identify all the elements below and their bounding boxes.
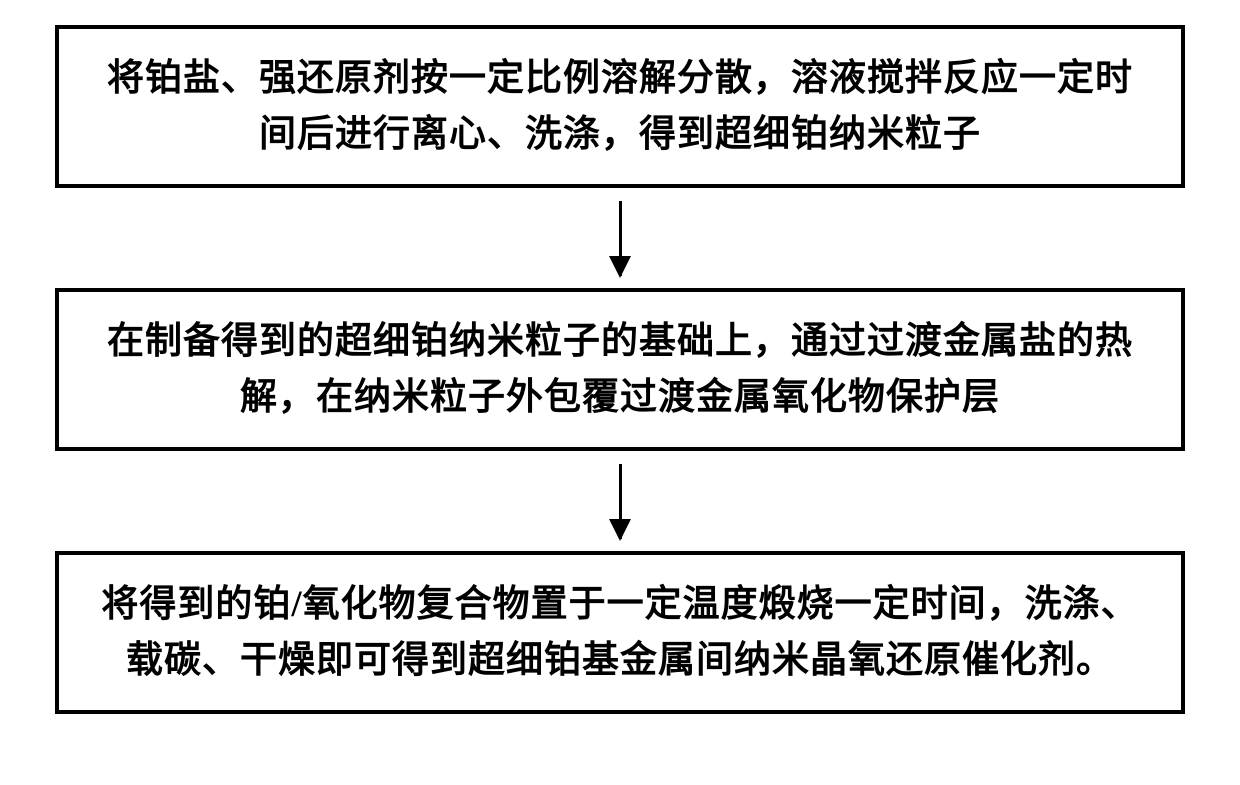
step-text-3: 将得到的铂/氧化物复合物置于一定温度煅烧一定时间，洗涤、载碳、干燥即可得到超细铂…	[89, 577, 1151, 688]
flowchart-container: 将铂盐、强还原剂按一定比例溶解分散，溶液搅拌反应一定时间后进行离心、洗涤，得到超…	[0, 25, 1240, 714]
step-box-2: 在制备得到的超细铂纳米粒子的基础上，通过过渡金属盐的热解，在纳米粒子外包覆过渡金…	[55, 288, 1185, 451]
arrow-line-2	[619, 464, 622, 539]
arrow-head-2	[609, 519, 631, 541]
step-box-3: 将得到的铂/氧化物复合物置于一定温度煅烧一定时间，洗涤、载碳、干燥即可得到超细铂…	[55, 551, 1185, 714]
arrow-2	[619, 451, 622, 551]
arrow-line-1	[619, 201, 622, 276]
step-text-2: 在制备得到的超细铂纳米粒子的基础上，通过过渡金属盐的热解，在纳米粒子外包覆过渡金…	[89, 314, 1151, 425]
arrow-1	[619, 188, 622, 288]
arrow-head-1	[609, 256, 631, 278]
step-box-1: 将铂盐、强还原剂按一定比例溶解分散，溶液搅拌反应一定时间后进行离心、洗涤，得到超…	[55, 25, 1185, 188]
step-text-1: 将铂盐、强还原剂按一定比例溶解分散，溶液搅拌反应一定时间后进行离心、洗涤，得到超…	[89, 51, 1151, 162]
